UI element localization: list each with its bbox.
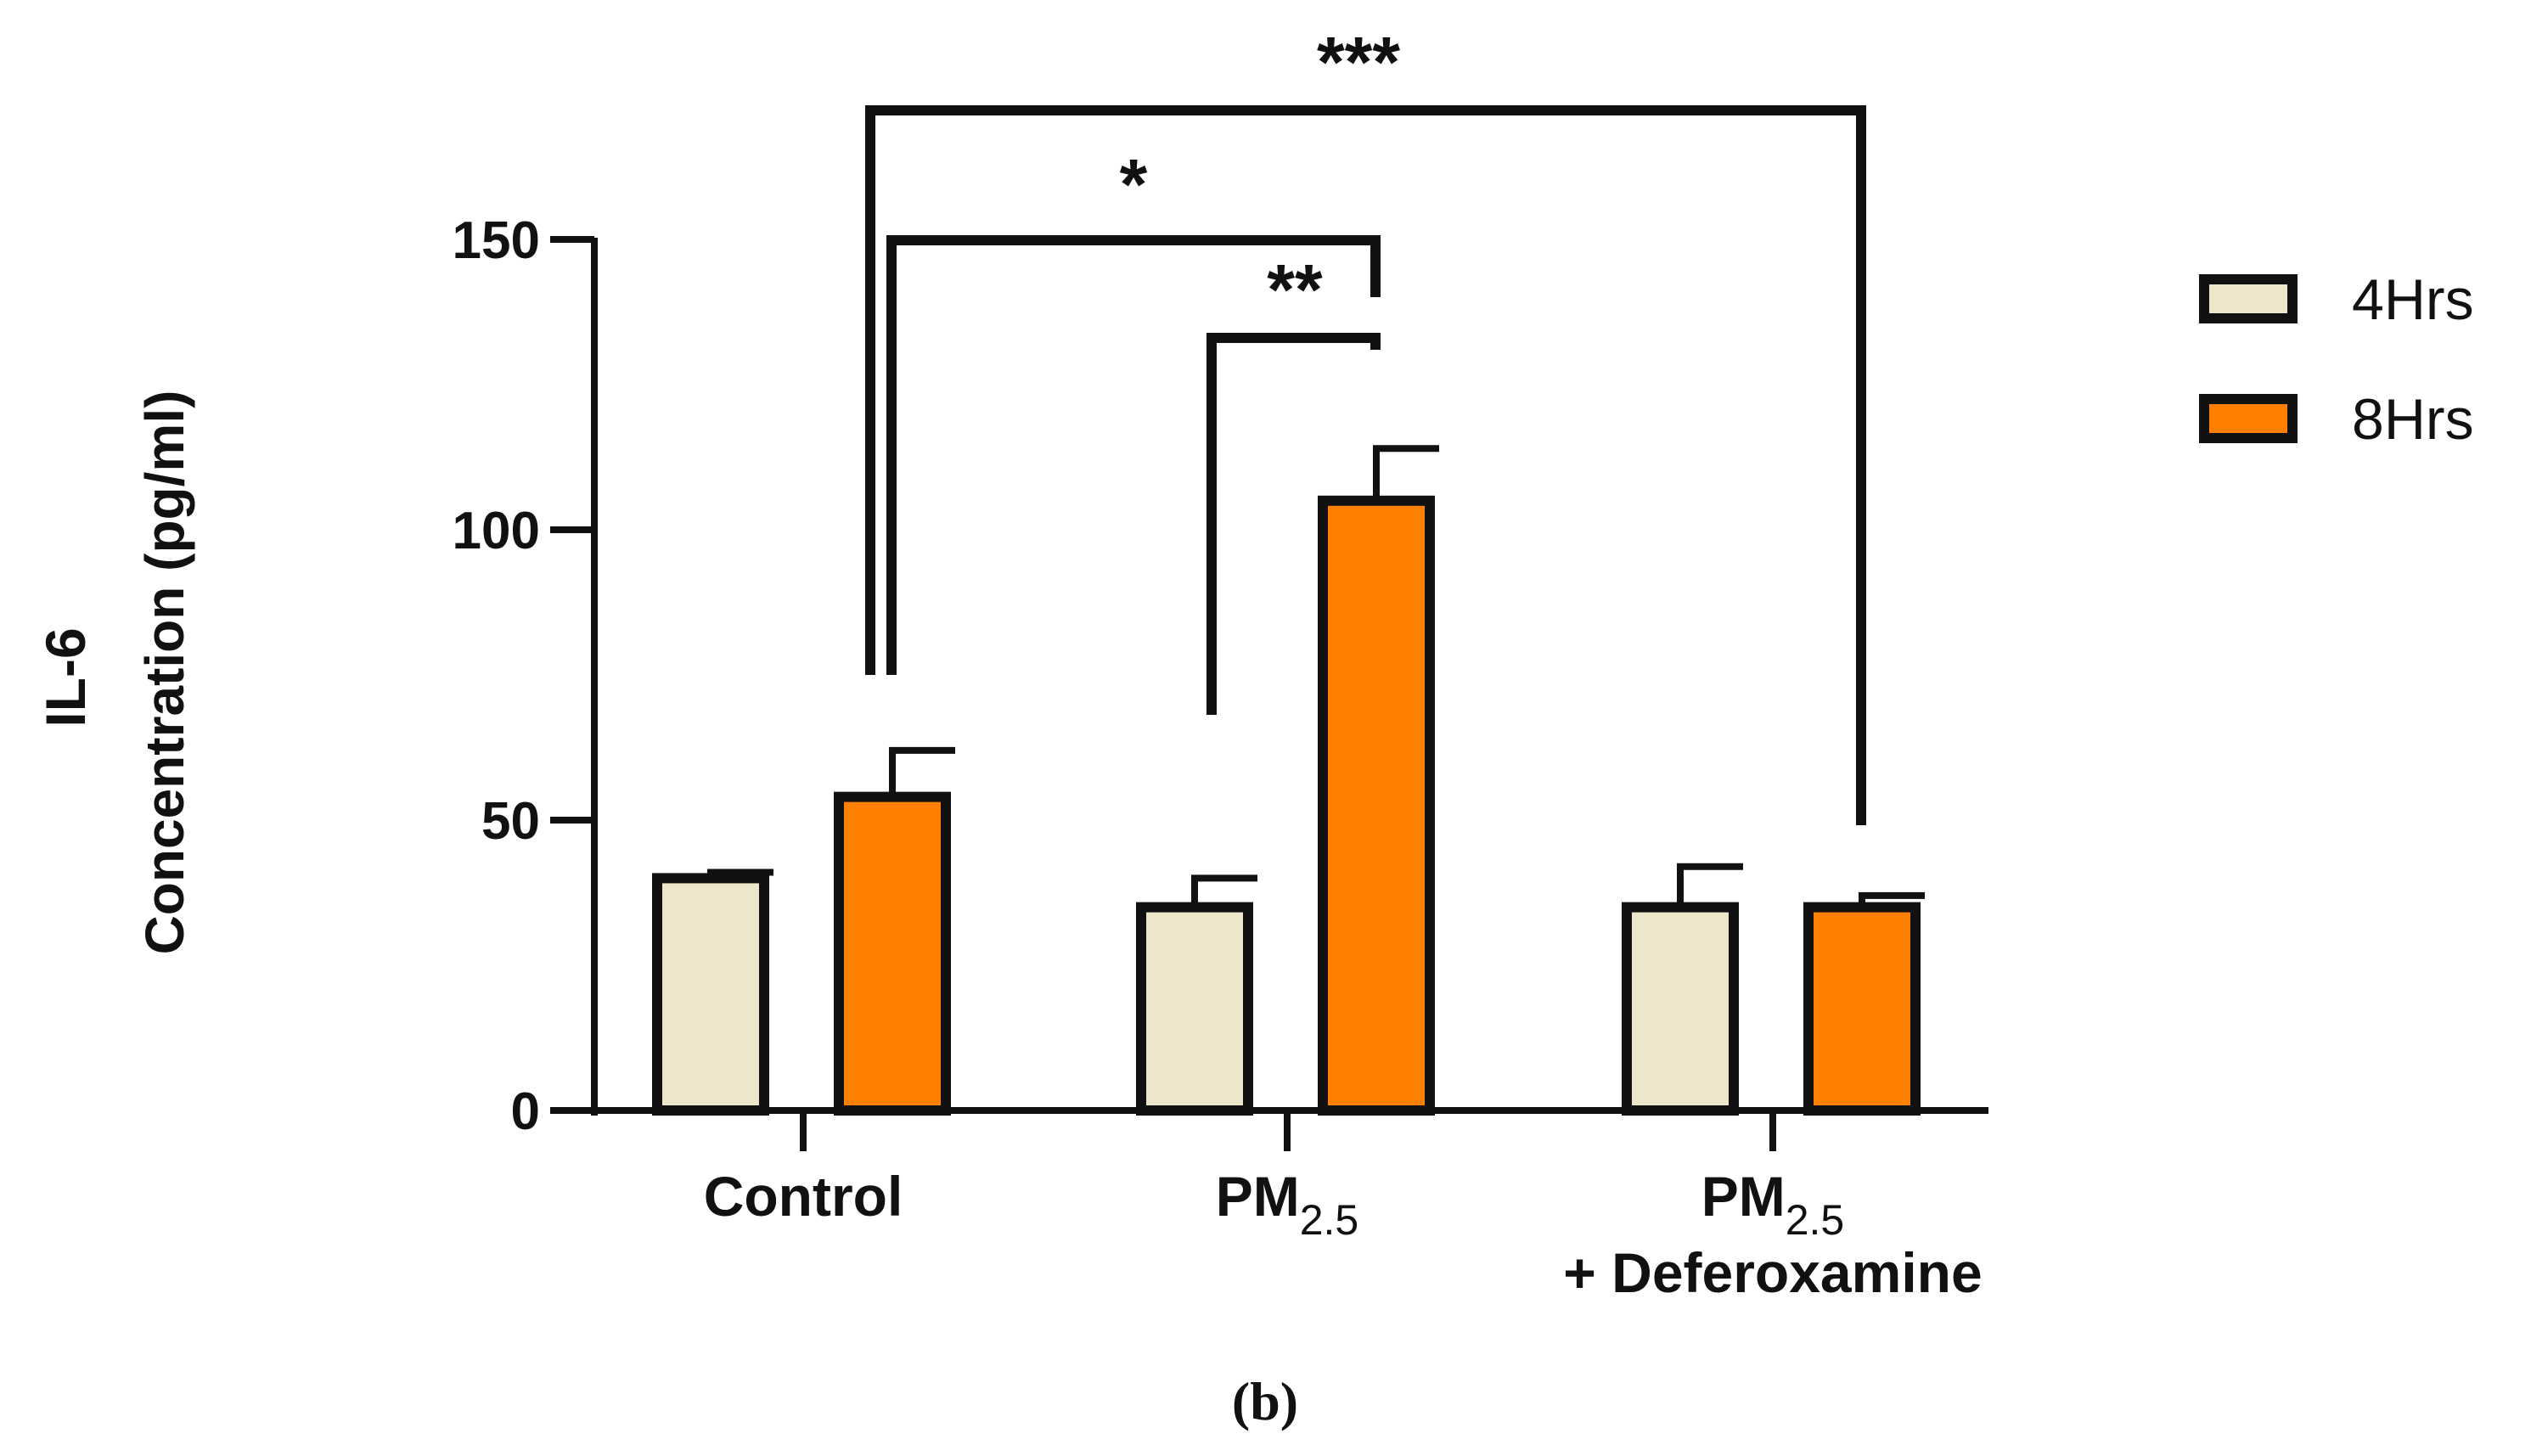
y-tick-label: 150: [453, 211, 540, 270]
y-axis-title-line2: Concentration (pg/ml): [134, 391, 195, 955]
x-tick-label-main: Control: [704, 1165, 903, 1228]
x-tick-label: Control: [704, 1165, 903, 1228]
y-axis-title: IL-6 Concentration (pg/ml): [34, 391, 195, 955]
legend-swatch-8Hrs: [2199, 394, 2298, 443]
legend-label: 4Hrs: [2352, 267, 2474, 332]
x-tick-label-main: PM: [1216, 1165, 1300, 1228]
legend-swatch-4Hrs: [2199, 274, 2298, 323]
significance-brackets: ******: [865, 22, 1866, 825]
bar-8Hrs-0: [834, 791, 951, 1116]
bar-4Hrs-0: [652, 873, 769, 1116]
panel-label: (b): [1232, 1371, 1298, 1431]
x-tick-label: PM2.5: [1701, 1165, 1845, 1244]
legend-label: 8Hrs: [2352, 387, 2474, 452]
significance-label: ***: [1317, 22, 1400, 102]
bar-8Hrs-1: [1318, 495, 1435, 1116]
x-tick-label-main: PM: [1701, 1165, 1786, 1228]
significance-bracket: [865, 105, 1866, 825]
significance-label: *: [1120, 144, 1148, 224]
y-tick-label: 50: [481, 792, 540, 851]
legend: 4Hrs 8Hrs: [2199, 267, 2474, 452]
significance-bracket: [886, 235, 1381, 675]
y-axis-title-line1: IL-6: [34, 627, 97, 727]
x-tick-label-line2: + Deferoxamine: [1563, 1241, 1982, 1304]
bars: [652, 445, 1925, 1116]
bar-4Hrs-2: [1622, 902, 1739, 1116]
x-tick-label: PM2.5: [1216, 1165, 1359, 1244]
significance-bracket: [1206, 333, 1381, 715]
x-axis: Control PM2.5 PM2.5+ Deferoxamine: [591, 1107, 1988, 1304]
bar-4Hrs-1: [1136, 902, 1253, 1116]
x-tick-label-subscript: 2.5: [1300, 1196, 1359, 1244]
x-tick-label-subscript: 2.5: [1786, 1196, 1845, 1244]
y-tick-label: 100: [453, 502, 540, 560]
y-axis: 0 50 100 150: [453, 211, 598, 1141]
bar-8Hrs-2: [1803, 902, 1921, 1116]
y-tick-label: 0: [511, 1082, 540, 1141]
significance-label: **: [1267, 250, 1323, 329]
